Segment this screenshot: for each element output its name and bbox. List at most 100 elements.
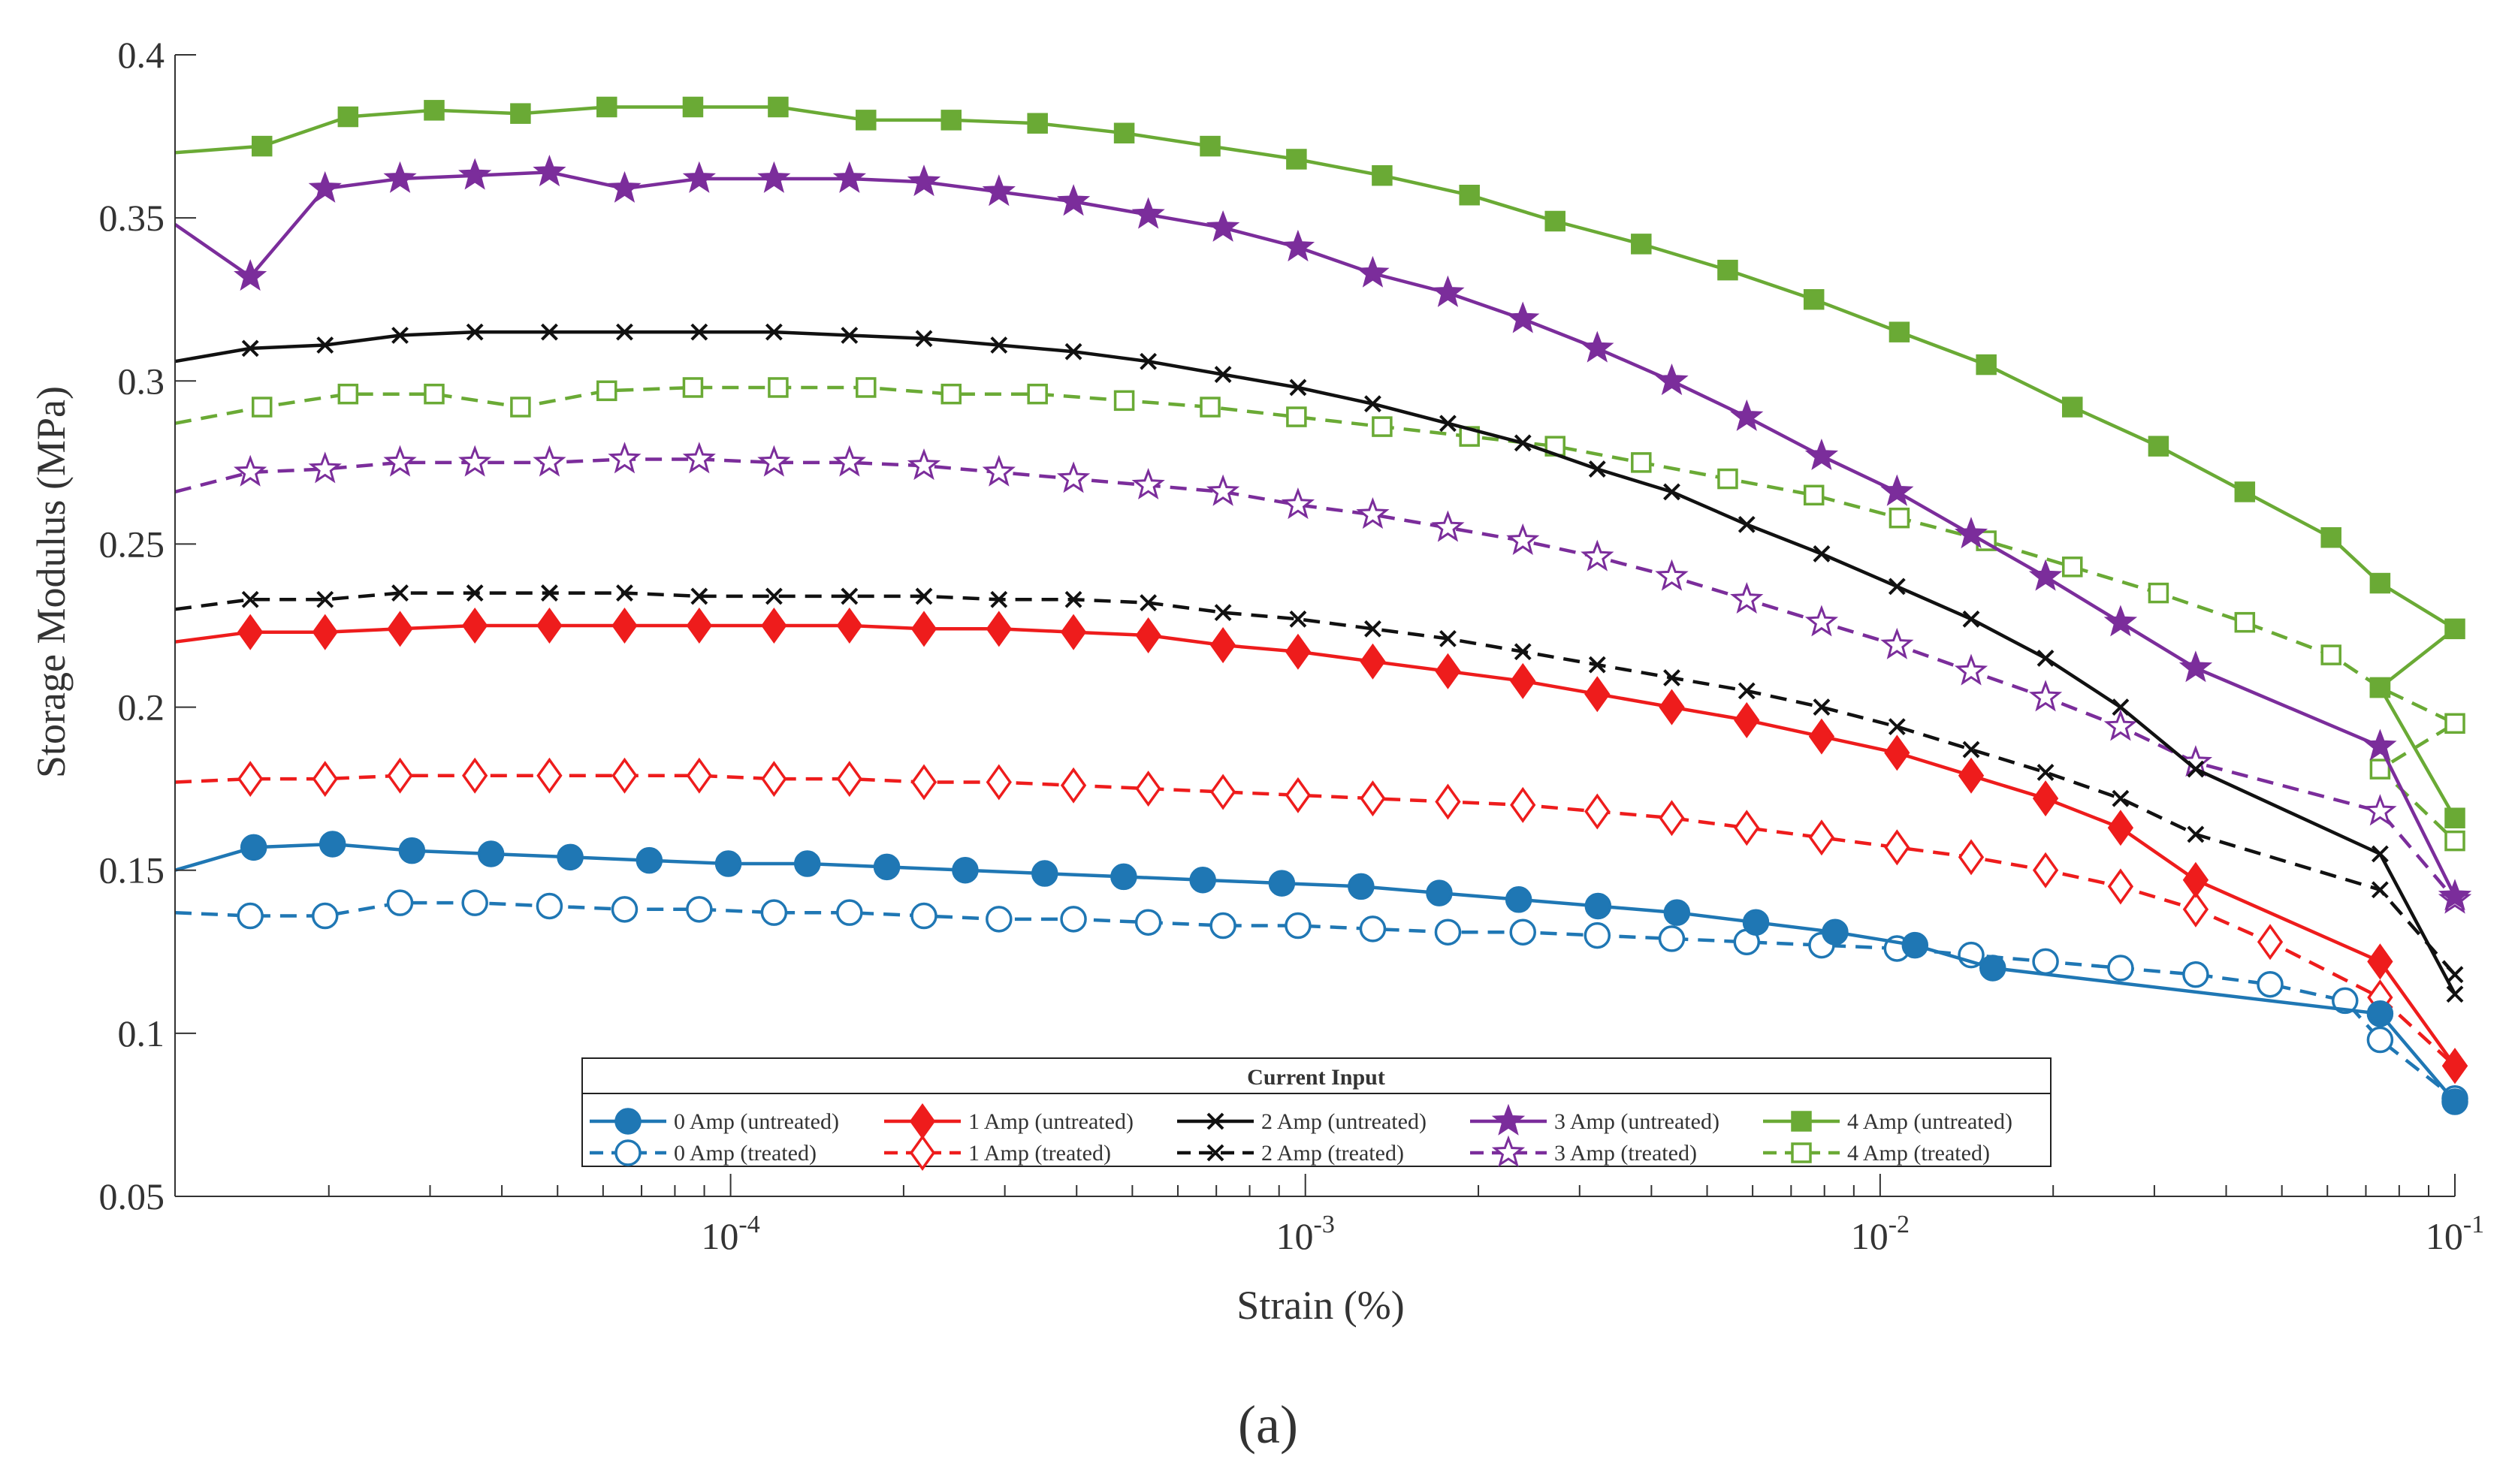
point-3-24 [1958,839,1985,876]
legend-item-6: 3 Amp (untreated) [1470,1103,1719,1136]
point-1-19 [1584,921,1611,949]
point-1-14 [1209,912,1236,940]
x-tick-label-3: 10-1 [2426,1211,2484,1257]
point-2-21 [1734,701,1760,738]
point-7-7 [682,442,716,474]
point-6-20 [1655,363,1689,396]
point-6-29 [2438,879,2472,911]
y-tick-label-2: 0.15 [99,849,165,891]
point-2-12 [1060,614,1087,650]
point-2-25 [2032,780,2059,817]
point-3-13 [1135,771,1161,807]
point-2-9 [836,607,862,644]
point-7-18 [1506,523,1540,555]
series-line-6 [174,170,2457,897]
series-line-3 [174,774,2456,1067]
point-4-11 [990,336,1008,354]
point-0-19 [1663,899,1691,926]
point-2-27 [2182,861,2209,898]
point-5-2 [316,590,334,608]
point-4-21 [1738,515,1756,533]
point-0-15 [1348,873,1375,900]
series-7 [174,442,2472,914]
series-line-1 [174,900,2456,1100]
point-5-15 [1289,610,1307,628]
point-3-5 [536,757,563,794]
point-9-13 [1286,406,1307,427]
y-tick-label-1: 0.1 [118,1012,165,1054]
legend-item-3: 1 Amp (treated) [884,1134,1111,1172]
point-8-4 [510,103,531,124]
legend-marker-4 [1206,1112,1224,1130]
legend-label-5: 2 Amp (treated) [1261,1141,1404,1166]
legend-marker-3 [909,1134,936,1172]
point-2-18 [1510,662,1536,699]
point-9-25 [2320,644,2341,665]
point-0-12 [1110,863,1137,891]
point-8-6 [682,96,704,118]
point-5-23 [1888,718,1906,736]
point-5-1 [241,590,259,608]
point-7-6 [608,442,642,474]
point-3-14 [1209,774,1236,810]
point-6-19 [1581,330,1614,363]
series-9 [174,377,2465,852]
point-8-8 [856,110,877,131]
x-tick-label-2: 10-2 [1851,1211,1910,1257]
series-line-7 [174,457,2456,901]
point-1-2 [311,902,339,930]
legend-label-7: 3 Amp (treated) [1554,1141,1697,1166]
point-5-6 [616,584,633,602]
series-line-5 [174,591,2456,976]
point-7-13 [1131,468,1165,500]
point-9-28 [2369,759,2391,780]
point-0-1 [240,834,267,861]
point-8-9 [940,110,962,131]
point-5-8 [765,587,783,605]
point-2-23 [1884,734,1910,771]
series-5 [174,584,2464,984]
point-1-4 [461,889,488,916]
point-1-20 [1658,925,1686,952]
point-5-24 [1962,740,1980,759]
point-8-18 [1717,259,1738,281]
point-5-18 [1514,643,1532,661]
legend-label-3: 1 Amp (treated) [968,1141,1111,1166]
legend-item-2: 1 Amp (untreated) [884,1102,1134,1140]
x-tick-exp-1: -3 [1314,1211,1335,1238]
point-0-5 [557,843,584,871]
point-6-24 [1954,517,1988,549]
point-9-9 [940,383,962,405]
point-0-16 [1426,879,1453,906]
point-4-3 [391,327,409,344]
point-0-11 [1031,860,1058,887]
point-6-23 [1880,474,1914,506]
point-0-21 [1822,918,1849,946]
point-6-25 [2028,559,2063,591]
series-1 [174,889,2468,1112]
point-3-22 [1808,819,1835,856]
legend-item-4: 2 Amp (untreated) [1177,1109,1427,1134]
point-4-14 [1214,366,1232,384]
point-2-6 [611,607,638,644]
point-1-8 [760,899,788,926]
point-5-11 [990,590,1008,608]
point-1-15 [1285,912,1312,940]
point-5-14 [1214,604,1232,622]
series-8 [174,96,2465,828]
point-5-17 [1439,629,1457,647]
point-1-25 [2032,948,2059,976]
point-2-5 [536,607,563,644]
legend-label-6: 3 Amp (untreated) [1554,1109,1719,1134]
point-0-4 [477,840,505,867]
point-8-1 [251,135,273,157]
point-7-25 [2028,680,2063,712]
point-7-20 [1655,559,1689,591]
point-2-28 [2367,943,2393,980]
point-0-20 [1742,909,1770,936]
point-8-10 [1027,113,1048,134]
point-3-16 [1360,780,1386,817]
point-3-26 [2107,868,2134,905]
point-6-11 [982,174,1016,207]
point-8-29 [2444,807,2465,828]
